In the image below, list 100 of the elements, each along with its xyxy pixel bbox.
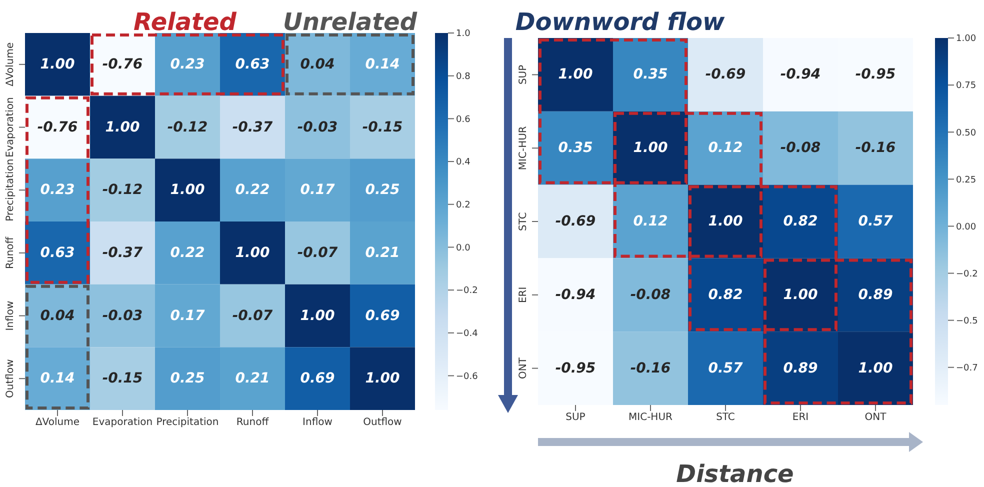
data-label: -0.69 <box>705 66 746 83</box>
color-bar-label: 1.0 <box>456 29 471 40</box>
data-label: -0.69 <box>555 214 596 230</box>
color-bar-label: 0.25 <box>956 175 976 186</box>
data-label: 1.00 <box>40 56 76 72</box>
data-label: -0.76 <box>37 119 78 136</box>
data-label: 0.12 <box>633 214 668 230</box>
data-label: 0.63 <box>40 244 75 261</box>
x-tick-label: Precipitation <box>156 417 219 428</box>
color-bar-label: 0.6 <box>456 114 471 125</box>
data-label: -0.76 <box>102 56 143 72</box>
data-label: 0.04 <box>40 308 75 324</box>
color-bar-label: 0.4 <box>456 158 471 168</box>
data-label: 0.21 <box>365 244 400 261</box>
data-label: -0.12 <box>167 119 208 136</box>
color-bar-label: −0.2 <box>956 269 978 280</box>
y-tick-label: ONT <box>518 356 529 380</box>
data-label: 0.22 <box>170 244 205 261</box>
data-label: 0.63 <box>235 56 270 72</box>
data-label: 0.17 <box>300 182 336 198</box>
y-tick-label: STC <box>518 212 529 231</box>
data-label: 1.00 <box>105 119 140 136</box>
x-tick-label: SUP <box>566 412 586 424</box>
data-label: -0.37 <box>102 244 143 261</box>
color-bar-label: −0.6 <box>456 372 478 382</box>
data-label: 1.00 <box>858 360 894 376</box>
data-label: 0.22 <box>235 182 270 198</box>
annotation: Unrelated <box>282 8 418 36</box>
data-label: 0.69 <box>300 370 336 387</box>
y-tick-label: Evaporation <box>5 97 16 158</box>
y-tick-label: ERI <box>518 286 529 304</box>
data-label: -0.07 <box>297 244 338 261</box>
x-tick-label: Inflow <box>302 417 332 428</box>
color-bar-label: 0.00 <box>956 222 976 232</box>
y-tick-label: Precipitation <box>5 158 16 222</box>
data-label: 0.35 <box>633 66 668 83</box>
data-label: 0.25 <box>170 370 206 387</box>
annotation: Related <box>134 8 238 36</box>
data-label: 0.14 <box>365 56 400 72</box>
data-label: 0.89 <box>858 286 894 303</box>
data-label: -0.16 <box>630 360 671 376</box>
color-bar-label: −0.7 <box>956 364 978 374</box>
data-label: -0.94 <box>780 66 821 83</box>
color-bar-label: 0.0 <box>456 243 471 254</box>
data-label: 1.00 <box>633 140 668 156</box>
color-bar-label: 0.75 <box>956 81 976 92</box>
data-label: 1.00 <box>365 370 400 387</box>
text: Distance <box>676 460 794 487</box>
y-tick-label: ΔVolume <box>5 42 16 86</box>
data-label: 1.00 <box>300 308 336 324</box>
y-tick-label: Outflow <box>5 359 16 398</box>
data-label: 1.00 <box>170 182 206 198</box>
color-bar-label: 0.2 <box>456 200 470 211</box>
data-label: -0.03 <box>102 308 143 324</box>
data-label: 0.14 <box>40 370 75 387</box>
data-label: 1.00 <box>783 286 818 303</box>
data-label: 1.00 <box>558 66 594 83</box>
data-label: 0.69 <box>365 308 400 324</box>
data-label: 0.17 <box>170 308 206 324</box>
data-label: 0.89 <box>783 360 818 376</box>
color-bar-label: 1.00 <box>956 34 976 44</box>
data-label: 1.00 <box>235 244 270 261</box>
data-label: -0.08 <box>630 286 671 303</box>
y-tick-label: Runoff <box>5 236 16 270</box>
x-tick-label: ONT <box>864 412 888 424</box>
data-label: 0.82 <box>783 214 818 230</box>
color-bar-label: 0.50 <box>956 128 976 138</box>
data-label: 0.35 <box>558 140 594 156</box>
y-tick-label: MIC-HUR <box>518 126 529 170</box>
data-label: -0.08 <box>780 140 821 156</box>
data-label: -0.12 <box>102 182 143 198</box>
data-label: -0.15 <box>362 119 403 136</box>
data-label: -0.15 <box>102 370 143 387</box>
data-label: 0.25 <box>365 182 400 198</box>
x-tick-label: ΔVolume <box>35 417 80 428</box>
x-tick-label: STC <box>716 412 735 424</box>
data-label: -0.16 <box>855 140 896 156</box>
color-bar-label: −0.5 <box>956 316 978 327</box>
data-label: 0.04 <box>300 56 335 72</box>
data-label: 0.23 <box>40 182 75 198</box>
x-tick-label: ERI <box>792 412 809 424</box>
color-bar-label: −0.4 <box>456 329 478 340</box>
y-tick-label: Inflow <box>5 300 16 331</box>
x-tick-label: Evaporation <box>92 417 153 428</box>
x-tick-label: Outflow <box>363 417 402 428</box>
data-label: 0.23 <box>170 56 205 72</box>
data-label: -0.03 <box>297 119 338 136</box>
x-tick-label: MIC-HUR <box>628 412 673 424</box>
data-label: 0.21 <box>235 370 270 387</box>
data-label: 0.12 <box>708 140 743 156</box>
data-label: 0.57 <box>858 214 894 230</box>
color-bar-label: −0.2 <box>456 286 478 296</box>
text: Downword flow <box>515 8 726 36</box>
data-label: -0.07 <box>232 308 273 324</box>
data-label: 1.00 <box>708 214 744 230</box>
data-label: -0.95 <box>855 66 896 83</box>
y-tick-label: SUP <box>518 64 529 85</box>
data-label: -0.95 <box>555 360 596 376</box>
data-label: 0.82 <box>708 286 743 303</box>
data-label: -0.37 <box>232 119 273 136</box>
